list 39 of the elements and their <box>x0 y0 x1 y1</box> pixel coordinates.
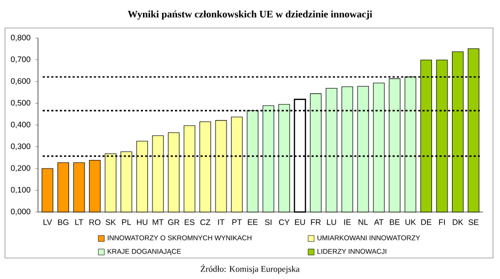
x-tick-label: EU <box>295 219 305 225</box>
x-tick-label: ES <box>184 219 194 226</box>
x-tick-label: SI <box>264 219 272 226</box>
y-tick-label: 0,800 <box>10 34 30 42</box>
y-tick-label: 0,200 <box>10 165 30 172</box>
x-tick-label: UK <box>405 219 416 225</box>
x-tick-label: PT <box>232 219 242 225</box>
x-tick-label: MT <box>152 219 164 225</box>
x-tick-label: GR <box>168 219 180 226</box>
y-tick-label: 0,400 <box>10 122 30 128</box>
x-tick-label: DE <box>421 219 432 225</box>
x-tick-label: IT <box>218 219 224 225</box>
x-tick-label: EE <box>248 219 258 225</box>
y-tick-label: 0,700 <box>10 56 30 64</box>
chart-title: Wyniki państw członkowskich UE w dziedzinie innowacji <box>128 10 372 20</box>
y-tick-label: 0,600 <box>10 78 30 85</box>
x-tick-label: DK <box>452 219 464 225</box>
x-tick-label: NL <box>358 219 368 225</box>
x-tick-label: HU <box>137 219 148 225</box>
x-tick-label: LT <box>75 219 84 225</box>
y-tick-label: 0,000 <box>10 208 30 216</box>
y-tick-label: 0,100 <box>10 186 30 194</box>
x-tick-label: SE <box>468 219 479 226</box>
y-tick-label: 0,300 <box>10 143 30 150</box>
x-tick-label: RO <box>89 219 100 226</box>
text: Źródło: Komisja Europejska <box>200 264 300 274</box>
x-tick-label: LV <box>44 219 52 225</box>
x-tick-label: SK <box>106 219 116 226</box>
x-tick-label: PL <box>122 219 131 225</box>
y-tick-label: 0,500 <box>10 100 30 107</box>
x-tick-label: BE <box>390 219 400 225</box>
x-tick-label: BG <box>58 219 68 226</box>
x-tick-label: CZ <box>200 219 210 226</box>
x-tick-label: AT <box>374 219 384 225</box>
x-tick-label: FI <box>439 219 445 225</box>
x-tick-label: LU <box>327 219 336 225</box>
x-tick-label: FR <box>311 219 321 225</box>
x-tick-label: CY <box>279 219 290 226</box>
x-tick-label: IE <box>344 219 351 225</box>
